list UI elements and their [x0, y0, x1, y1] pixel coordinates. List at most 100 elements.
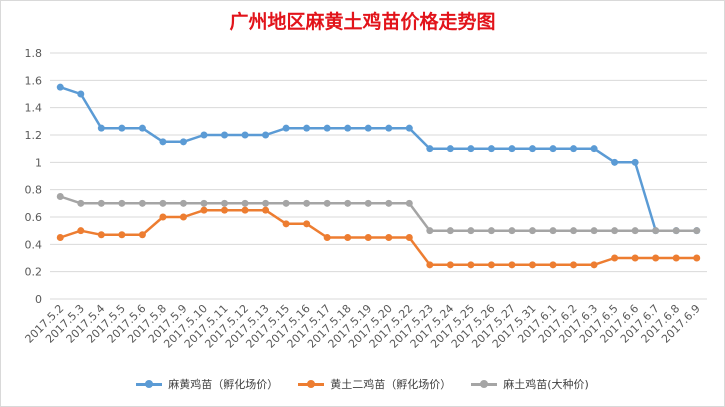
- data-point: [611, 158, 619, 166]
- legend-item-3: 麻土鸡苗(大种价): [471, 376, 589, 392]
- series-line-2: [59, 208, 697, 267]
- data-point: [159, 199, 167, 207]
- data-point: [385, 234, 393, 241]
- data-point: [570, 145, 578, 153]
- data-point: [323, 234, 331, 241]
- data-point: [56, 234, 64, 241]
- gridlines: [50, 52, 707, 300]
- series-lines: [56, 83, 701, 269]
- data-point: [262, 199, 270, 207]
- data-point: [200, 199, 208, 207]
- data-point: [426, 261, 434, 269]
- data-point: [364, 124, 372, 132]
- x-axis-ticks: 2017.5.22017.5.32017.5.42017.5.52017.5.6…: [23, 302, 703, 351]
- series-line-1: [59, 86, 697, 232]
- data-point: [221, 206, 229, 214]
- data-point: [549, 261, 557, 269]
- data-point: [77, 199, 85, 207]
- data-point: [405, 234, 413, 241]
- data-point: [405, 124, 413, 132]
- data-point: [446, 261, 454, 269]
- data-point: [282, 220, 290, 228]
- data-point: [262, 131, 270, 139]
- data-point: [282, 124, 290, 132]
- data-point: [97, 124, 105, 132]
- data-point: [77, 90, 85, 98]
- data-point: [138, 124, 146, 132]
- data-point: [118, 124, 126, 132]
- legend-swatch: [298, 379, 325, 389]
- legend-item-1: 麻黄鸡苗（孵化场价）: [136, 376, 278, 392]
- data-point: [590, 261, 598, 269]
- data-point: [549, 227, 557, 235]
- data-point: [693, 227, 701, 235]
- legend-label: 黄土二鸡苗（孵化场价）: [330, 378, 452, 391]
- data-point: [467, 227, 475, 235]
- data-point: [159, 138, 167, 146]
- data-point: [262, 206, 270, 214]
- y-tick-label: 0.6: [25, 211, 43, 224]
- data-point: [508, 145, 516, 153]
- y-tick-label: 0: [35, 293, 42, 306]
- data-point: [528, 227, 536, 235]
- legend-swatch: [136, 379, 163, 389]
- data-point: [590, 227, 598, 235]
- data-point: [570, 227, 578, 235]
- data-point: [528, 261, 536, 269]
- y-tick-label: 0.2: [25, 266, 43, 279]
- legend-label: 麻黄鸡苗（孵化场价）: [168, 378, 279, 391]
- y-tick-label: 1: [35, 156, 42, 169]
- data-point: [611, 227, 619, 235]
- data-point: [364, 199, 372, 207]
- data-point: [364, 234, 372, 241]
- data-point: [138, 199, 146, 207]
- data-point: [487, 145, 495, 153]
- data-point: [118, 199, 126, 207]
- data-point: [56, 193, 64, 200]
- data-point: [138, 231, 146, 239]
- data-point: [385, 199, 393, 207]
- data-point: [179, 138, 187, 146]
- legend-item-2: 黄土二鸡苗（孵化场价）: [298, 376, 451, 392]
- data-point: [200, 131, 208, 139]
- data-point: [446, 227, 454, 235]
- legend-swatch: [471, 379, 498, 389]
- data-point: [446, 145, 454, 153]
- data-point: [323, 199, 331, 207]
- legend: 麻黄鸡苗（孵化场价） 黄土二鸡苗（孵化场价） 麻土鸡苗(大种价): [0, 376, 725, 392]
- data-point: [241, 199, 249, 207]
- y-tick-label: 0.8: [25, 184, 43, 197]
- data-point: [344, 234, 352, 241]
- data-point: [631, 158, 639, 166]
- data-point: [241, 131, 249, 139]
- data-point: [56, 83, 64, 91]
- data-point: [426, 227, 434, 235]
- data-point: [97, 231, 105, 239]
- data-point: [323, 124, 331, 132]
- data-point: [179, 199, 187, 207]
- data-point: [467, 145, 475, 153]
- data-point: [631, 227, 639, 235]
- data-point: [221, 131, 229, 139]
- data-point: [221, 199, 229, 207]
- data-point: [672, 227, 680, 235]
- series-line-3: [59, 195, 697, 232]
- data-point: [590, 145, 598, 153]
- data-point: [118, 231, 126, 239]
- data-point: [549, 145, 557, 153]
- data-point: [303, 220, 311, 228]
- legend-label: 麻土鸡苗(大种价): [503, 378, 589, 391]
- data-point: [200, 206, 208, 214]
- y-tick-label: 0.4: [25, 238, 43, 251]
- data-point: [652, 254, 660, 262]
- data-point: [405, 199, 413, 207]
- y-tick-label: 1.8: [25, 47, 43, 60]
- y-tick-label: 1.4: [25, 102, 43, 115]
- data-point: [693, 254, 701, 262]
- data-point: [303, 199, 311, 207]
- data-point: [282, 199, 290, 207]
- data-point: [426, 145, 434, 153]
- y-tick-label: 1.6: [25, 74, 43, 87]
- data-point: [652, 227, 660, 235]
